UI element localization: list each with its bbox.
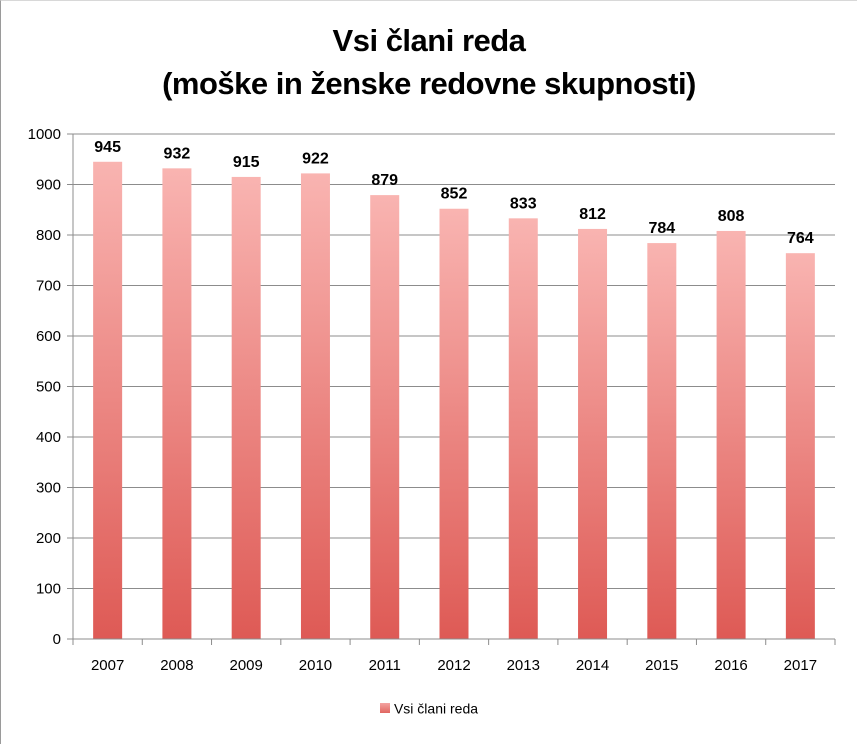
data-label-2011: 879	[371, 172, 398, 189]
x-tick-label-2016: 2016	[714, 657, 747, 674]
data-label-2010: 922	[302, 150, 329, 167]
bar-2014	[578, 228, 608, 639]
chart-title: Vsi člani reda	[332, 23, 526, 58]
bar-2009	[231, 176, 261, 640]
x-tick-label-2012: 2012	[437, 657, 470, 674]
y-tick-label: 1000	[28, 126, 61, 143]
x-tick-label-2011: 2011	[369, 657, 401, 674]
x-tick-label-2010: 2010	[299, 657, 332, 674]
legend: Vsi člani reda	[1, 699, 857, 716]
data-label-2016: 808	[718, 208, 745, 225]
y-tick-label: 400	[36, 429, 61, 446]
x-tick-label-2014: 2014	[576, 657, 609, 674]
y-tick-label: 900	[36, 177, 61, 194]
y-tick-label: 100	[36, 581, 61, 598]
bar-2013	[508, 218, 538, 639]
data-label-2014: 812	[579, 206, 606, 223]
bar-2008	[162, 168, 192, 639]
data-label-2017: 764	[787, 230, 814, 247]
bar-2011	[370, 195, 400, 640]
data-label-2015: 784	[648, 220, 675, 237]
y-tick-label: 0	[53, 631, 61, 648]
bar-2015	[647, 243, 677, 639]
data-label-2012: 852	[441, 186, 468, 203]
y-tick-label: 300	[36, 480, 61, 497]
x-tick-label-2008: 2008	[160, 657, 193, 674]
bar-2016	[716, 230, 746, 639]
data-label-2013: 833	[510, 195, 537, 212]
x-tick-label-2013: 2013	[507, 657, 540, 674]
bars	[93, 161, 815, 640]
y-tick-label: 700	[36, 278, 61, 295]
bar-2010	[300, 173, 330, 639]
x-tick-label-2009: 2009	[229, 657, 262, 674]
legend-label: Vsi člani reda	[393, 700, 479, 717]
y-axis: 0 100 200 300 400 500 600 700 800 900 1000	[28, 126, 74, 648]
data-label-2009: 915	[233, 154, 260, 171]
x-axis: 2007 2008 2009 2010 2011 2012 2013 2014 2015 2016…	[72, 638, 836, 674]
x-tick-label-2007: 2007	[91, 657, 124, 674]
x-tick-label-2015: 2015	[645, 657, 678, 674]
legend-swatch	[379, 703, 390, 714]
data-label-2007: 945	[94, 139, 121, 156]
y-tick-label: 800	[36, 227, 61, 244]
bar-2012	[439, 208, 469, 640]
chart-subtitle: (moške in ženske redovne skupnosti)	[162, 66, 696, 101]
bar-2017	[785, 253, 815, 639]
bar-2007	[93, 161, 123, 639]
y-tick-label: 600	[36, 328, 61, 345]
data-labels: 945 932 915 922 879 852 833 812 784 808 764	[94, 139, 814, 247]
data-label-2008: 932	[164, 145, 191, 162]
x-tick-label-2017: 2017	[784, 657, 817, 674]
y-tick-label: 500	[36, 379, 61, 396]
y-tick-label: 200	[36, 530, 61, 547]
